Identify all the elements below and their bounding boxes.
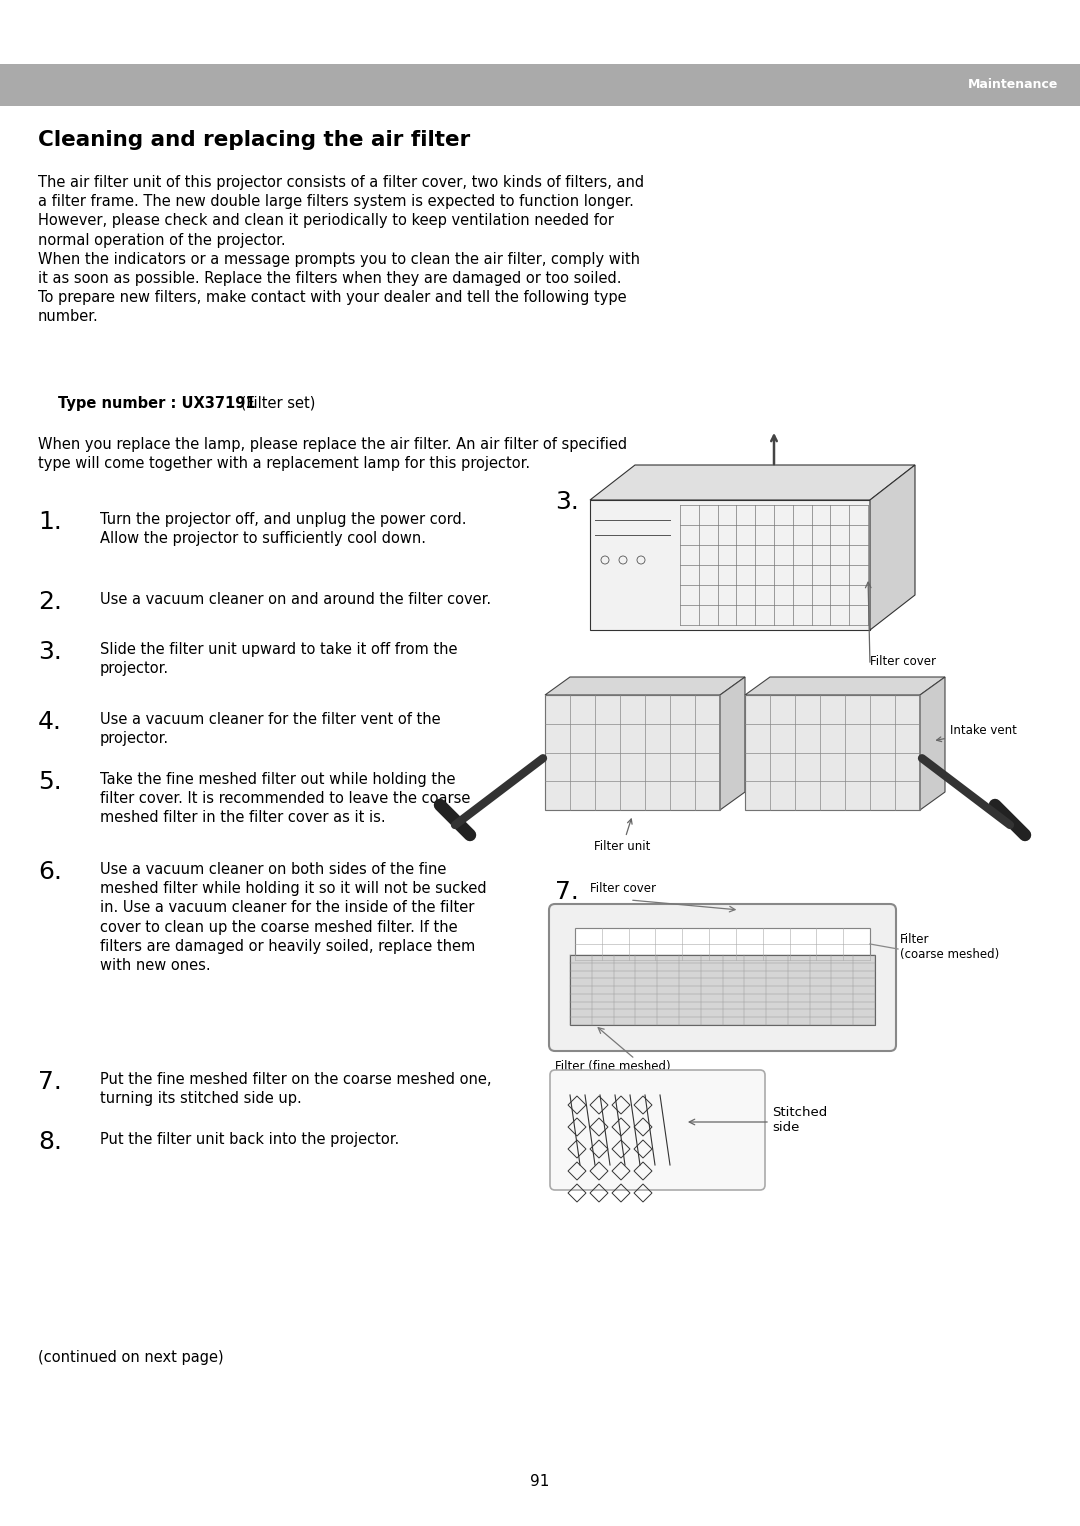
Text: 3.: 3. bbox=[555, 490, 579, 514]
Polygon shape bbox=[590, 465, 915, 501]
Polygon shape bbox=[590, 501, 870, 630]
Text: 3.: 3. bbox=[38, 639, 62, 664]
Polygon shape bbox=[745, 694, 920, 810]
Text: Put the fine meshed filter on the coarse meshed one,
turning its stitched side u: Put the fine meshed filter on the coarse… bbox=[100, 1071, 491, 1106]
Polygon shape bbox=[545, 678, 745, 694]
Text: 7.: 7. bbox=[555, 881, 579, 903]
Text: 6.: 6. bbox=[38, 861, 62, 884]
Text: Use a vacuum cleaner for the filter vent of the
projector.: Use a vacuum cleaner for the filter vent… bbox=[100, 713, 441, 746]
FancyBboxPatch shape bbox=[550, 1070, 765, 1190]
Text: The air filter unit of this projector consists of a filter cover, two kinds of f: The air filter unit of this projector co… bbox=[38, 175, 644, 325]
Text: 2.: 2. bbox=[38, 591, 62, 613]
Text: 91: 91 bbox=[530, 1474, 550, 1489]
FancyBboxPatch shape bbox=[0, 64, 1080, 105]
Polygon shape bbox=[720, 678, 745, 810]
Polygon shape bbox=[870, 465, 915, 630]
Text: Slide the filter unit upward to take it off from the
projector.: Slide the filter unit upward to take it … bbox=[100, 642, 458, 676]
Text: Type number : UX37191: Type number : UX37191 bbox=[58, 397, 256, 410]
Text: 1.: 1. bbox=[38, 510, 62, 534]
Text: (Filter set): (Filter set) bbox=[237, 397, 315, 410]
Text: Stitched
side: Stitched side bbox=[772, 1106, 827, 1134]
Text: (continued on next page): (continued on next page) bbox=[38, 1351, 224, 1364]
Text: 4.: 4. bbox=[38, 710, 62, 734]
Text: When you replace the lamp, please replace the air filter. An air filter of speci: When you replace the lamp, please replac… bbox=[38, 436, 627, 472]
Text: Filter cover: Filter cover bbox=[590, 882, 656, 896]
Text: Filter (fine meshed): Filter (fine meshed) bbox=[555, 1061, 671, 1073]
Text: 7.: 7. bbox=[38, 1070, 62, 1094]
FancyBboxPatch shape bbox=[570, 955, 875, 1025]
Text: Use a vacuum cleaner on both sides of the fine
meshed filter while holding it so: Use a vacuum cleaner on both sides of th… bbox=[100, 862, 487, 974]
FancyBboxPatch shape bbox=[549, 903, 896, 1051]
Text: Maintenance: Maintenance bbox=[968, 78, 1058, 92]
Text: Intake vent: Intake vent bbox=[936, 725, 1017, 742]
Text: Turn the projector off, and unplug the power cord.
Allow the projector to suffic: Turn the projector off, and unplug the p… bbox=[100, 513, 467, 546]
Text: 8.: 8. bbox=[38, 1129, 62, 1154]
Text: Cleaning and replacing the air filter: Cleaning and replacing the air filter bbox=[38, 130, 470, 150]
Polygon shape bbox=[745, 678, 945, 694]
FancyBboxPatch shape bbox=[575, 928, 870, 960]
Text: Put the filter unit back into the projector.: Put the filter unit back into the projec… bbox=[100, 1132, 400, 1148]
Polygon shape bbox=[545, 694, 720, 810]
Text: Filter unit: Filter unit bbox=[594, 819, 650, 853]
Text: Filter
(coarse meshed): Filter (coarse meshed) bbox=[900, 932, 999, 961]
Text: Use a vacuum cleaner on and around the filter cover.: Use a vacuum cleaner on and around the f… bbox=[100, 592, 491, 607]
Text: Filter cover: Filter cover bbox=[870, 655, 936, 668]
Text: 5.: 5. bbox=[38, 771, 62, 794]
Polygon shape bbox=[920, 678, 945, 810]
Text: Take the fine meshed filter out while holding the
filter cover. It is recommende: Take the fine meshed filter out while ho… bbox=[100, 772, 471, 826]
